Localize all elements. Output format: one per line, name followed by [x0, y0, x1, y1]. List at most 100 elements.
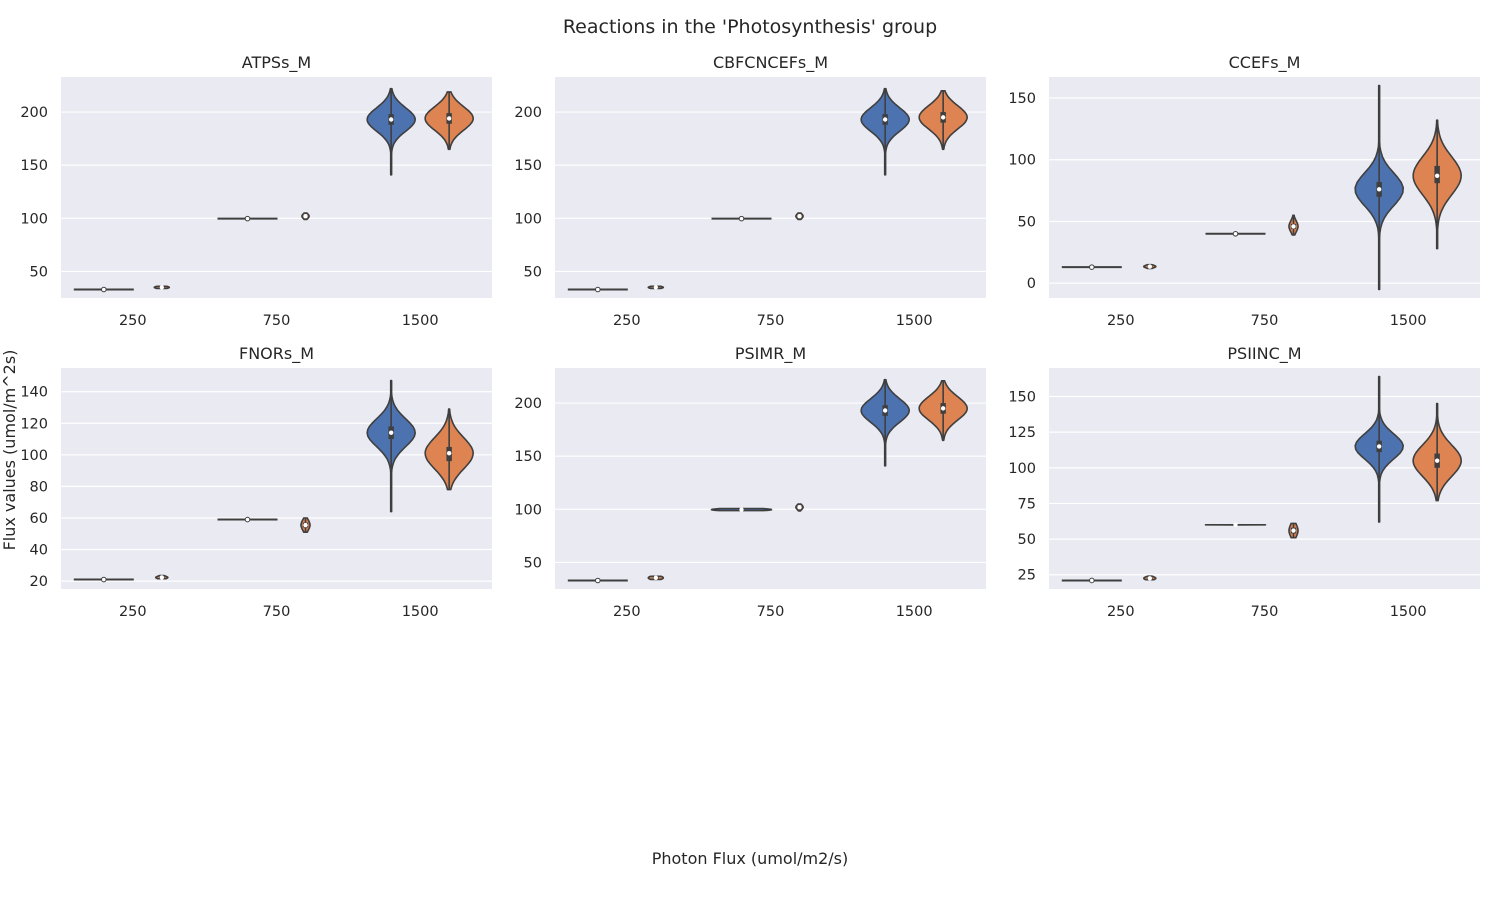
x-tick-label: 750 — [757, 604, 785, 620]
y-tick-label: 200 — [20, 105, 48, 121]
median-dot — [940, 406, 946, 411]
x-tick-label: 250 — [119, 313, 147, 329]
x-tick-label: 1500 — [1390, 313, 1427, 329]
median-dot — [159, 575, 165, 580]
subplot-title: CBFCNCEFs_M — [713, 53, 828, 73]
x-tick-label: 1500 — [1390, 604, 1427, 620]
median-dot — [1434, 173, 1440, 178]
subplot-title: ATPSs_M — [242, 53, 311, 73]
x-tick-label: 750 — [1251, 313, 1279, 329]
median-dot — [1089, 577, 1095, 584]
x-tick-label: 750 — [1251, 604, 1279, 620]
plot-area — [61, 368, 492, 589]
y-tick-label: 100 — [1008, 153, 1036, 169]
y-tick-label: 100 — [514, 211, 542, 227]
y-axis-label: Flux values (umol/m^2s) — [0, 350, 19, 551]
y-tick-label: 80 — [30, 479, 48, 495]
y-tick-label: 40 — [30, 543, 48, 559]
figure-title: Reactions in the 'Photosynthesis' group — [563, 16, 937, 38]
subplot-FNORs_M: 20 40 60 80 100 120 140 250 750 1500 FNORs_M — [20, 344, 492, 620]
plot-area — [1049, 368, 1480, 589]
y-tick-label: 20 — [30, 574, 48, 590]
subplot-title: CCEFs_M — [1229, 53, 1301, 73]
y-tick-label: 120 — [20, 416, 48, 432]
median-dot — [1089, 264, 1095, 270]
median-dot — [797, 504, 802, 510]
y-tick-label: 100 — [1008, 461, 1036, 477]
median-dot — [303, 213, 308, 219]
y-tick-label: 200 — [514, 396, 542, 412]
y-tick-label: 200 — [514, 105, 542, 121]
y-tick-label: 100 — [514, 502, 542, 518]
x-tick-label: 1500 — [896, 604, 933, 620]
subplot-title: FNORs_M — [239, 344, 314, 364]
y-tick-label: 100 — [20, 211, 48, 227]
median-dot — [1376, 187, 1382, 192]
median-dot — [940, 115, 946, 120]
plot-area — [555, 77, 986, 298]
median-dot — [244, 215, 251, 222]
x-tick-label: 250 — [1107, 313, 1135, 329]
median-dot — [101, 286, 107, 293]
x-tick-label: 750 — [757, 313, 785, 329]
median-dot — [882, 408, 888, 413]
y-tick-label: 60 — [30, 511, 48, 527]
x-tick-label: 250 — [613, 313, 641, 329]
y-tick-label: 150 — [1008, 91, 1036, 107]
median-dot — [595, 577, 601, 584]
median-dot — [1233, 522, 1238, 528]
median-dot — [739, 507, 744, 512]
median-dot — [882, 117, 888, 122]
x-axis-label: Photon Flux (umol/m2/s) — [652, 849, 849, 868]
median-dot — [388, 430, 394, 435]
median-dot — [1434, 458, 1440, 463]
median-dot — [446, 116, 452, 121]
subplot-CBFCNCEFs_M: 50 100 150 200 250 750 1500 CBFCNCEFs_M — [514, 53, 986, 329]
median-dot — [1291, 528, 1296, 533]
y-tick-label: 0 — [1027, 276, 1036, 292]
subplot-ATPSs_M: 50 100 150 200 250 750 1500 ATPSs_M — [20, 53, 492, 329]
median-dot — [446, 451, 452, 456]
median-dot — [303, 522, 308, 528]
y-tick-label: 50 — [1018, 532, 1036, 548]
y-tick-label: 100 — [20, 448, 48, 464]
subplot-title: PSIMR_M — [735, 344, 806, 364]
median-dot — [1291, 224, 1296, 229]
median-dot — [1147, 264, 1153, 269]
y-tick-label: 50 — [524, 555, 542, 571]
y-tick-label: 140 — [20, 385, 48, 401]
y-tick-label: 125 — [1008, 425, 1036, 441]
median-dot — [653, 575, 659, 581]
y-tick-label: 150 — [514, 158, 542, 174]
y-tick-label: 75 — [1018, 496, 1036, 512]
y-tick-label: 50 — [1018, 214, 1036, 230]
subplot-title: PSIINC_M — [1227, 344, 1301, 364]
y-tick-label: 150 — [514, 449, 542, 465]
subplot-PSIINC_M: 25 50 75 100 125 150 250 750 1500 PSIINC_M — [1008, 344, 1480, 620]
median-dot — [595, 286, 601, 293]
subplot-CCEFs_M: 0 50 100 150 250 750 1500 CCEFs_M — [1008, 53, 1480, 329]
y-tick-label: 50 — [30, 264, 48, 280]
median-dot — [159, 285, 165, 290]
median-dot — [1147, 576, 1153, 581]
plot-area — [61, 77, 492, 298]
median-dot — [653, 285, 659, 290]
plot-area — [1049, 77, 1480, 298]
median-dot — [797, 213, 802, 219]
plot-area — [555, 368, 986, 589]
x-tick-label: 250 — [1107, 604, 1135, 620]
x-tick-label: 1500 — [402, 604, 439, 620]
median-dot — [738, 215, 745, 222]
subplot-PSIMR_M: 50 100 150 200 250 750 1500 PSIMR_M — [514, 344, 986, 620]
y-tick-label: 50 — [524, 264, 542, 280]
x-tick-label: 250 — [119, 604, 147, 620]
x-tick-label: 250 — [613, 604, 641, 620]
y-tick-label: 150 — [1008, 390, 1036, 406]
median-dot — [244, 516, 251, 523]
x-tick-label: 750 — [263, 604, 291, 620]
median-dot — [1376, 444, 1382, 449]
y-tick-label: 150 — [20, 158, 48, 174]
median-dot — [388, 117, 394, 122]
